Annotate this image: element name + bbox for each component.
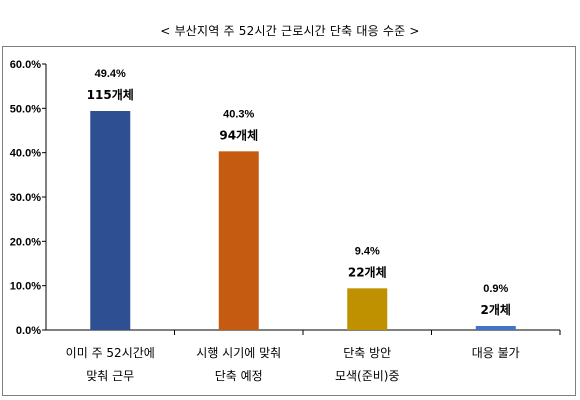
bar-count-label: 22개체 xyxy=(348,264,387,279)
bar xyxy=(347,288,388,330)
x-category-label: 단축 예정 xyxy=(215,369,263,383)
y-tick-label: 10.0% xyxy=(10,281,41,293)
chart-title: < 부산지역 주 52시간 근로시간 단축 대응 수준 > xyxy=(160,24,420,38)
bar-count-label: 115개체 xyxy=(87,87,134,102)
x-category-label: 맞춰 근무 xyxy=(86,369,134,383)
bar-value-label: 40.3% xyxy=(223,108,254,120)
x-category-label: 단축 방안 xyxy=(343,346,391,360)
y-tick-label: 40.0% xyxy=(10,148,41,160)
bar xyxy=(218,151,259,330)
x-category-label: 이미 주 52시간에 xyxy=(66,346,155,360)
y-tick-label: 50.0% xyxy=(10,103,41,115)
bar-count-label: 94개체 xyxy=(219,127,258,142)
x-category-label: 대응 불가 xyxy=(472,346,520,360)
y-tick-label: 30.0% xyxy=(10,192,41,204)
chart-frame xyxy=(2,46,576,396)
bar-value-label: 49.4% xyxy=(95,68,126,80)
x-category-label: 시행 시기에 맞춰 xyxy=(196,345,281,360)
bar xyxy=(475,326,516,330)
y-tick-label: 60.0% xyxy=(10,59,41,71)
bar xyxy=(90,110,131,330)
bar-value-label: 0.9% xyxy=(483,283,508,295)
y-tick-label: 20.0% xyxy=(10,236,41,248)
bar-count-label: 2개체 xyxy=(481,302,511,317)
x-category-label: 모색(준비)중 xyxy=(335,369,400,383)
y-tick-label: 0.0% xyxy=(16,325,41,337)
bar-value-label: 9.4% xyxy=(355,245,380,257)
